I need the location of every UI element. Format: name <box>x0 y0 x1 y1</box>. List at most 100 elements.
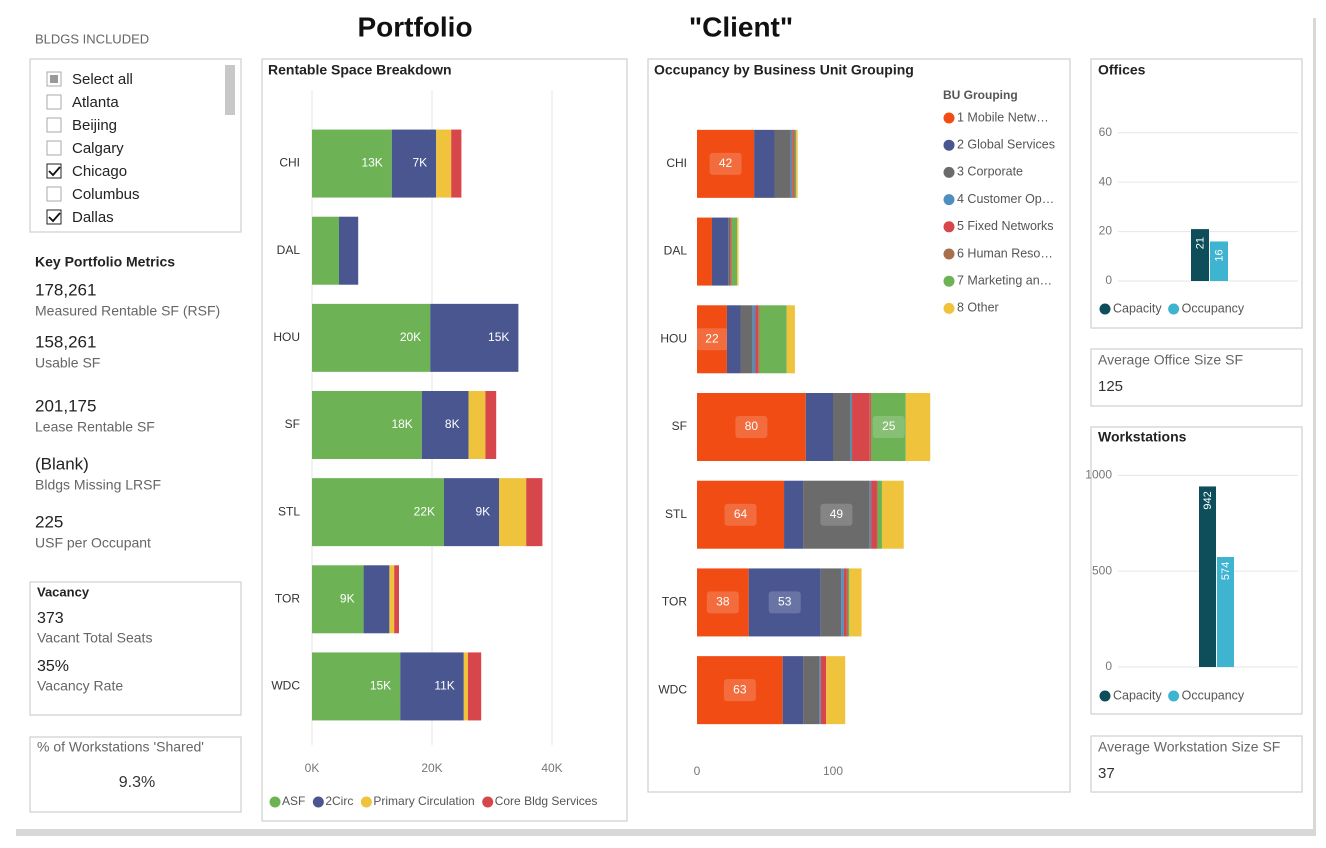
bar-segment <box>312 565 364 634</box>
slicer-item[interactable]: Atlanta <box>72 94 119 111</box>
data-label: 9K <box>340 591 355 605</box>
bar-segment <box>826 656 846 725</box>
x-tick-label: 0K <box>305 761 320 775</box>
data-label: 942 <box>1202 491 1214 509</box>
chart-title: Offices <box>1098 62 1146 78</box>
y-tick-label: 500 <box>1092 563 1112 577</box>
bar-segment <box>847 568 850 637</box>
bar-segment <box>697 217 712 286</box>
legend-label: 3 Corporate <box>957 165 1023 179</box>
y-tick-label: 40 <box>1099 174 1113 188</box>
slicer-item[interactable]: Dallas <box>72 209 114 226</box>
bar-segment <box>312 303 431 372</box>
data-label: 25 <box>882 419 896 433</box>
data-label: 16 <box>1213 249 1225 261</box>
data-label: 9K <box>476 504 491 518</box>
slicer-item[interactable]: Chicago <box>72 163 127 180</box>
legend-marker <box>1168 690 1180 702</box>
metric-value: 178,261 <box>35 280 96 299</box>
data-label-bg <box>706 591 739 614</box>
data-label-bg <box>768 591 801 614</box>
checkbox[interactable] <box>46 186 62 202</box>
y-tick-label: DAL <box>664 244 688 258</box>
checkbox[interactable] <box>46 163 62 179</box>
checkbox-mixed <box>50 75 58 83</box>
bar-segment <box>833 393 851 461</box>
bar-segment <box>312 478 444 547</box>
legend-label: 8 Other <box>957 301 999 315</box>
bar-segment <box>363 565 390 634</box>
bar-segment <box>697 480 785 549</box>
x-tick-label: 0 <box>694 764 701 778</box>
data-label: 53 <box>778 595 792 609</box>
page-title: "Client" <box>689 11 793 42</box>
slicer-item[interactable]: Columbus <box>72 186 140 203</box>
y-tick-label: 1000 <box>1085 468 1112 482</box>
bar-segment <box>389 565 395 634</box>
bar-segment <box>697 656 783 725</box>
metric-label: Vacancy Rate <box>37 678 123 694</box>
card <box>1090 735 1303 793</box>
bar-segment <box>820 568 842 637</box>
bar-segment <box>740 305 753 374</box>
legend-marker <box>943 275 955 287</box>
data-label: 64 <box>734 507 748 521</box>
bar-segment <box>711 217 729 286</box>
metric-value: (Blank) <box>35 454 89 473</box>
y-tick-label: STL <box>278 504 300 518</box>
bar-segment <box>782 656 804 725</box>
bar-segment <box>312 216 339 285</box>
vacancy-card <box>29 581 242 716</box>
bar-segment <box>697 305 727 374</box>
slicer-item[interactable]: Calgary <box>72 140 124 157</box>
bar <box>1210 241 1228 281</box>
data-label: 7K <box>413 156 428 170</box>
bar-segment <box>805 393 833 461</box>
shared-title: % of Workstations 'Shared' <box>37 739 204 755</box>
data-label: 11K <box>434 679 454 693</box>
bar-segment <box>737 217 739 286</box>
slicer-item[interactable]: Beijing <box>72 117 117 134</box>
data-label: 22 <box>705 331 719 345</box>
bar-segment <box>394 565 399 634</box>
checkbox[interactable] <box>46 117 62 133</box>
scrollbar[interactable] <box>225 65 235 115</box>
metric-label: Bldgs Missing LRSF <box>35 477 161 493</box>
bar-segment <box>731 217 738 286</box>
bar-segment <box>881 480 904 549</box>
legend-marker <box>312 796 324 808</box>
bar <box>1217 556 1234 667</box>
legend-marker <box>482 796 494 808</box>
bar-segment <box>754 129 775 198</box>
legend-label: Capacity <box>1113 688 1162 702</box>
checkbox[interactable] <box>46 140 62 156</box>
shared-card <box>29 736 242 813</box>
data-label: 42 <box>719 156 733 170</box>
checkbox[interactable] <box>46 209 62 225</box>
legend-label: 2Circ <box>325 794 353 808</box>
data-label: 38 <box>716 595 730 609</box>
bar-segment <box>759 305 787 374</box>
chart-title: Occupancy by Business Unit Grouping <box>654 62 914 78</box>
checkbox[interactable] <box>46 94 62 110</box>
data-label: 21 <box>1194 237 1206 249</box>
legend-marker <box>943 248 955 260</box>
card-title: Average Workstation Size SF <box>1098 739 1280 755</box>
bar-segment <box>841 568 844 637</box>
legend-marker <box>360 796 372 808</box>
bar-segment <box>463 652 468 721</box>
bar-segment <box>803 656 820 725</box>
vacancy-title: Vacancy <box>37 584 90 599</box>
bar-segment <box>526 478 543 547</box>
y-tick-label: TOR <box>275 591 300 605</box>
legend-label: 7 Marketing an… <box>957 273 1052 287</box>
slicer-title: BLDGS INCLUDED <box>35 31 149 46</box>
y-tick-label: HOU <box>660 331 687 345</box>
y-tick-label: CHI <box>279 156 300 170</box>
card-value: 125 <box>1098 378 1123 395</box>
data-label: 15K <box>370 679 391 693</box>
bar-segment <box>905 393 931 461</box>
y-tick-label: WDC <box>658 682 687 696</box>
slicer-item[interactable]: Select all <box>72 71 133 88</box>
